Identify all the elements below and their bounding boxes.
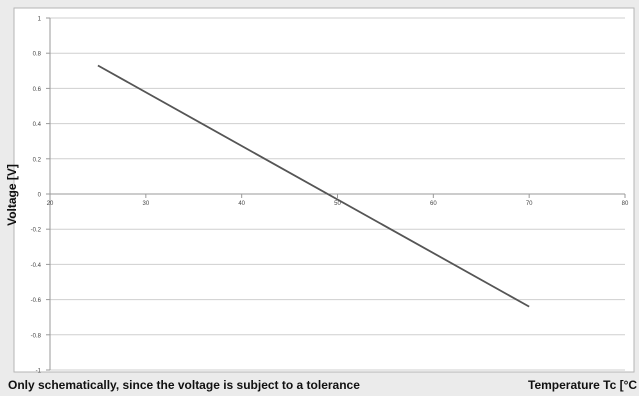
x-axis-label: Temperature Tc [°C xyxy=(528,378,638,392)
gridlines xyxy=(50,17,625,371)
y-tick-labels: 1 0.8 0.6 0.4 0.2 0 -0.2 -0.4 -0.6 -0.8 -1 xyxy=(31,17,42,375)
y-tick-label: -0.6 xyxy=(31,298,42,304)
y-tick-label: 0.4 xyxy=(33,122,42,128)
series-lines xyxy=(97,64,530,308)
x-tick-labels: 20 30 40 50 60 70 80 xyxy=(47,201,629,207)
series-line xyxy=(97,64,530,308)
y-tick-label: -0.8 xyxy=(31,333,42,339)
axes xyxy=(46,17,626,371)
y-tick-label: -0.2 xyxy=(31,228,42,234)
x-tick-label: 80 xyxy=(622,201,629,207)
y-tick-label: -1 xyxy=(36,369,42,375)
x-tick-label: 50 xyxy=(334,201,341,207)
chart-caption: Only schematically, since the voltage is… xyxy=(8,378,360,392)
x-tick-label: 40 xyxy=(238,201,245,207)
x-tick-label: 20 xyxy=(47,201,54,207)
y-tick-label: 0.6 xyxy=(33,87,42,93)
x-tick-label: 30 xyxy=(142,201,149,207)
y-tick-label: 0.8 xyxy=(33,52,42,58)
x-tick-label: 70 xyxy=(526,201,533,207)
y-tick-label: 0.2 xyxy=(33,157,42,163)
y-tick-label: 1 xyxy=(38,17,42,23)
x-tick-label: 60 xyxy=(430,201,437,207)
y-axis-label: Voltage [V] xyxy=(5,164,19,226)
y-tick-label: -0.4 xyxy=(31,263,42,269)
plot-area xyxy=(13,7,635,373)
y-tick-label: 0 xyxy=(38,193,42,199)
y-axis-title: Voltage [V] xyxy=(3,140,21,250)
